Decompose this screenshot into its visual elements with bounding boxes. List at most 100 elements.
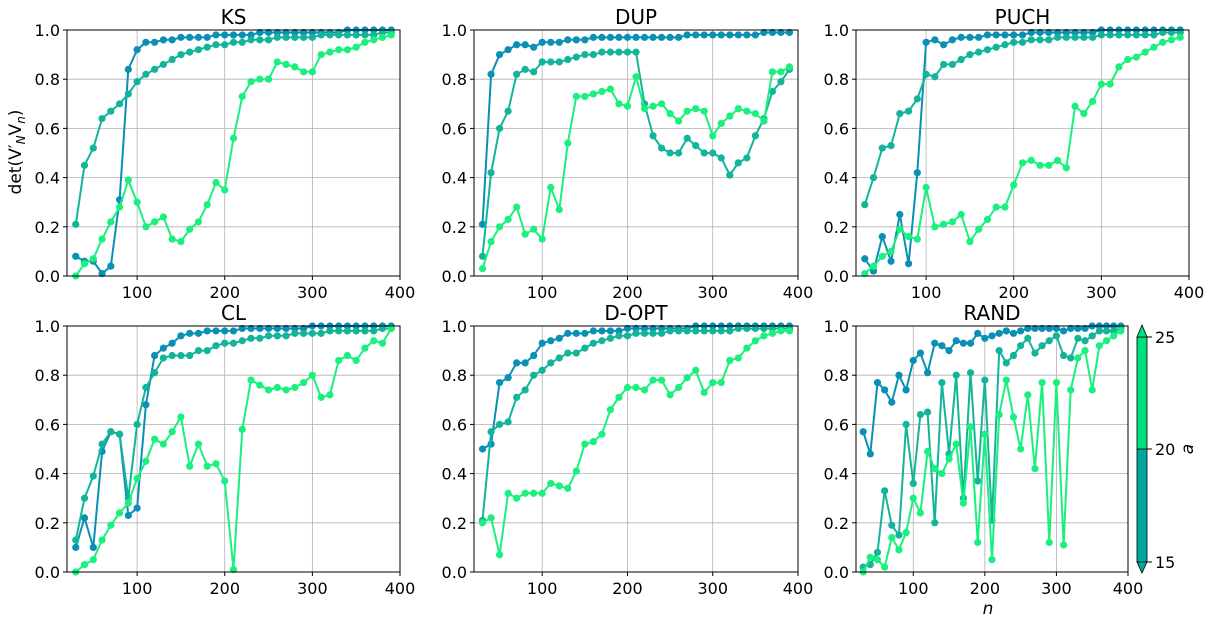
data-point xyxy=(902,420,910,428)
data-point xyxy=(1110,327,1118,335)
x-tick-label: 200 xyxy=(209,579,240,598)
colorbar-segment-high xyxy=(1136,336,1148,450)
data-point xyxy=(1027,36,1035,44)
data-point xyxy=(168,351,176,360)
data-point xyxy=(1074,324,1082,333)
data-point xyxy=(124,176,132,184)
data-point xyxy=(273,28,281,37)
data-point xyxy=(1081,337,1089,345)
data-point xyxy=(657,329,666,337)
data-point xyxy=(861,269,869,278)
data-point xyxy=(760,324,768,333)
data-point xyxy=(966,237,974,246)
data-point xyxy=(142,401,150,409)
data-point xyxy=(513,70,521,78)
data-point xyxy=(547,183,555,192)
data-point xyxy=(1045,28,1053,37)
data-point xyxy=(1124,55,1132,64)
data-point xyxy=(581,329,589,337)
data-point xyxy=(521,41,529,49)
data-point xyxy=(504,215,512,224)
data-point xyxy=(975,33,983,41)
data-point xyxy=(530,351,538,360)
data-point xyxy=(326,31,334,39)
data-point xyxy=(1024,391,1032,399)
data-point xyxy=(203,43,211,51)
data-point xyxy=(916,410,925,419)
data-point xyxy=(726,112,734,120)
data-point xyxy=(264,75,273,83)
data-point xyxy=(495,124,504,132)
data-point xyxy=(666,327,674,335)
subplot-title: RAND xyxy=(963,301,1020,325)
data-point xyxy=(282,28,290,37)
data-point xyxy=(335,31,343,39)
data-point xyxy=(513,41,521,49)
y-tick-label: 0.6 xyxy=(824,119,849,138)
data-point xyxy=(256,36,264,44)
x-tick-label: 400 xyxy=(1174,283,1205,302)
data-point xyxy=(1053,156,1062,164)
data-point xyxy=(981,430,989,438)
data-point xyxy=(1009,329,1018,337)
data-point xyxy=(273,33,281,41)
data-point xyxy=(632,48,640,56)
data-point xyxy=(1052,378,1061,387)
data-point xyxy=(80,514,89,522)
data-point xyxy=(902,529,910,537)
data-point xyxy=(957,55,965,64)
y-tick-label: 0.4 xyxy=(442,169,467,188)
data-point xyxy=(151,38,159,46)
data-point xyxy=(343,31,352,39)
data-point xyxy=(177,332,185,340)
data-point xyxy=(513,494,521,502)
data-point xyxy=(186,225,194,233)
colorbar-extend-bottom xyxy=(1136,561,1148,574)
data-point xyxy=(923,408,932,416)
data-point xyxy=(1110,332,1118,340)
data-point xyxy=(726,327,734,335)
data-point xyxy=(212,178,220,187)
data-point xyxy=(547,479,555,488)
data-point xyxy=(264,36,273,44)
data-point xyxy=(555,354,563,362)
data-point xyxy=(632,73,640,81)
y-tick-label: 1.0 xyxy=(442,317,467,336)
data-point xyxy=(649,324,657,333)
data-point xyxy=(916,349,925,357)
data-point xyxy=(221,186,229,194)
data-point xyxy=(666,33,674,41)
data-point xyxy=(777,327,785,335)
data-point xyxy=(521,230,529,238)
data-point xyxy=(555,38,563,46)
data-point xyxy=(361,31,369,39)
data-point xyxy=(273,58,281,66)
series-line-0 xyxy=(863,29,1181,274)
colorbar-extend-top xyxy=(1136,323,1148,338)
data-point xyxy=(1062,33,1070,41)
data-point xyxy=(572,53,580,61)
data-point xyxy=(168,339,176,347)
data-point xyxy=(726,356,734,365)
data-point xyxy=(487,237,495,246)
data-point xyxy=(1053,33,1062,41)
data-point xyxy=(785,327,794,335)
axes-frame xyxy=(473,325,799,573)
data-point xyxy=(895,371,903,379)
data-point xyxy=(952,440,960,448)
data-point xyxy=(983,215,992,224)
data-point xyxy=(952,337,960,345)
y-tick-label: 0.2 xyxy=(442,218,467,237)
data-point xyxy=(343,351,352,360)
data-point xyxy=(177,51,185,59)
data-point xyxy=(734,324,742,333)
data-point xyxy=(931,73,939,81)
data-point xyxy=(247,324,255,333)
data-point xyxy=(478,445,487,453)
data-point xyxy=(151,65,159,73)
data-point xyxy=(124,90,132,98)
data-point xyxy=(521,359,529,367)
data-point xyxy=(709,327,717,335)
data-point xyxy=(1018,38,1027,46)
data-point xyxy=(282,386,290,394)
